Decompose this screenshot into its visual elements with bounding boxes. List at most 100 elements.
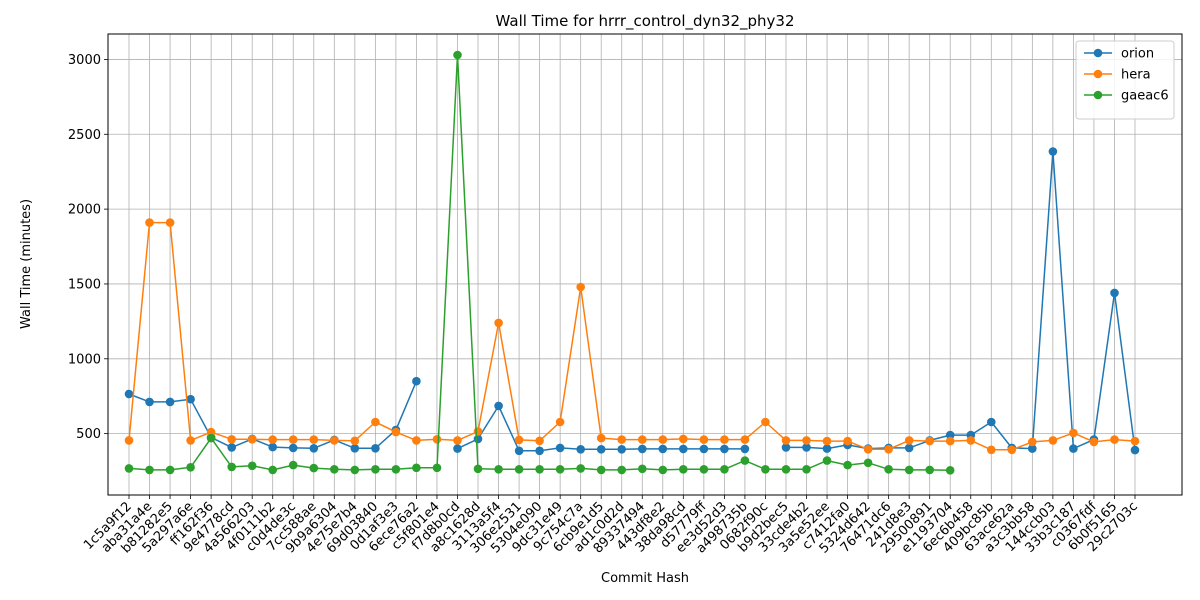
data-point-orion bbox=[145, 397, 154, 407]
legend-marker-hera bbox=[1093, 69, 1103, 79]
data-point-gaeac6 bbox=[576, 464, 585, 473]
data-point-orion bbox=[412, 376, 421, 386]
data-point-gaeac6 bbox=[658, 465, 668, 475]
data-point-gaeac6 bbox=[145, 465, 154, 475]
legend-marker-orion bbox=[1093, 48, 1103, 58]
data-point-gaeac6 bbox=[330, 465, 339, 474]
data-point-orion bbox=[124, 389, 134, 399]
data-point-gaeac6 bbox=[165, 465, 175, 475]
data-point-gaeac6 bbox=[371, 465, 380, 474]
data-point-orion bbox=[1130, 445, 1140, 455]
data-point-hera bbox=[781, 436, 791, 445]
data-point-hera bbox=[720, 435, 729, 444]
data-point-orion bbox=[371, 444, 380, 453]
data-point-gaeac6 bbox=[432, 463, 442, 473]
data-point-orion bbox=[473, 434, 483, 444]
data-point-gaeac6 bbox=[679, 465, 688, 474]
data-point-hera bbox=[206, 427, 216, 437]
series-layer bbox=[124, 50, 1140, 475]
data-point-gaeac6 bbox=[802, 465, 811, 474]
data-point-orion bbox=[781, 443, 791, 452]
data-point-gaeac6 bbox=[617, 465, 626, 475]
data-point-hera bbox=[330, 436, 339, 445]
data-point-hera bbox=[535, 436, 544, 446]
y-tick-label: 2500 bbox=[68, 128, 101, 143]
data-point-hera bbox=[1069, 428, 1078, 438]
data-point-hera bbox=[658, 435, 668, 444]
data-point-gaeac6 bbox=[391, 465, 401, 474]
data-point-hera bbox=[638, 435, 647, 444]
data-point-orion bbox=[1048, 147, 1058, 156]
data-point-hera bbox=[432, 435, 442, 444]
data-point-orion bbox=[1069, 444, 1078, 453]
data-point-orion bbox=[987, 417, 996, 427]
data-point-gaeac6 bbox=[822, 456, 832, 465]
data-point-hera bbox=[945, 436, 955, 446]
data-point-hera bbox=[1028, 437, 1037, 447]
data-point-gaeac6 bbox=[535, 465, 544, 474]
data-point-orion bbox=[638, 444, 647, 454]
data-point-hera bbox=[679, 434, 688, 444]
data-point-orion bbox=[679, 444, 688, 454]
y-axis-title: Wall Time (minutes) bbox=[19, 199, 34, 329]
data-point-hera bbox=[1007, 445, 1017, 455]
data-point-orion bbox=[945, 430, 955, 440]
series-gaeac6 bbox=[124, 50, 955, 475]
data-point-hera bbox=[740, 435, 750, 444]
data-point-hera bbox=[453, 436, 462, 445]
data-point-hera bbox=[350, 436, 360, 446]
data-point-hera bbox=[966, 436, 976, 445]
data-point-hera bbox=[617, 435, 626, 444]
data-point-hera bbox=[247, 435, 257, 444]
data-point-hera bbox=[904, 436, 914, 445]
data-point-gaeac6 bbox=[925, 465, 934, 475]
data-point-gaeac6 bbox=[884, 465, 893, 474]
data-point-gaeac6 bbox=[555, 465, 565, 474]
legend: orion hera gaeac6 bbox=[1075, 40, 1175, 120]
legend-label-gaeac6: gaeac6 bbox=[1121, 89, 1169, 104]
data-point-gaeac6 bbox=[206, 433, 216, 443]
data-point-gaeac6 bbox=[288, 460, 298, 470]
data-point-orion bbox=[596, 445, 606, 454]
data-point-gaeac6 bbox=[350, 465, 360, 475]
data-point-hera bbox=[227, 435, 236, 444]
legend-label-hera: hera bbox=[1121, 68, 1151, 83]
data-point-gaeac6 bbox=[494, 465, 503, 474]
data-point-orion bbox=[699, 444, 709, 454]
series-hera bbox=[124, 218, 1140, 455]
data-point-hera bbox=[371, 417, 380, 427]
data-point-orion bbox=[288, 443, 298, 453]
y-tick-label: 500 bbox=[76, 427, 101, 442]
data-point-gaeac6 bbox=[945, 466, 955, 475]
legend-label-orion: orion bbox=[1121, 47, 1154, 62]
data-point-gaeac6 bbox=[124, 464, 134, 473]
data-point-hera bbox=[145, 218, 154, 227]
data-point-hera bbox=[1089, 437, 1099, 447]
data-point-orion bbox=[514, 446, 524, 456]
data-point-hera bbox=[473, 427, 483, 436]
data-point-hera bbox=[268, 435, 278, 444]
data-point-hera bbox=[391, 427, 401, 437]
data-point-hera bbox=[514, 435, 524, 445]
grid-layer bbox=[108, 34, 1182, 495]
data-point-orion bbox=[453, 444, 462, 453]
data-point-gaeac6 bbox=[309, 463, 319, 473]
y-tick-label: 2000 bbox=[68, 203, 101, 218]
data-point-orion bbox=[720, 444, 729, 454]
legend-marker-gaeac6 bbox=[1093, 90, 1103, 100]
chart-title: Wall Time for hrrr_control_dyn32_phy32 bbox=[496, 12, 795, 31]
data-point-gaeac6 bbox=[227, 462, 236, 472]
data-point-hera bbox=[494, 318, 503, 328]
data-point-hera bbox=[124, 436, 134, 445]
data-point-hera bbox=[186, 436, 195, 445]
data-point-hera bbox=[309, 435, 319, 444]
data-point-orion bbox=[227, 443, 236, 452]
data-point-hera bbox=[165, 218, 175, 227]
data-point-orion bbox=[1110, 288, 1119, 298]
data-point-hera bbox=[288, 435, 298, 444]
axis-layer: 1c5a9f12aba31a4eb81282e55a297a6eff162f36… bbox=[68, 53, 1141, 557]
data-point-hera bbox=[843, 436, 852, 446]
data-point-gaeac6 bbox=[761, 465, 770, 474]
y-tick-label: 3000 bbox=[68, 53, 101, 68]
